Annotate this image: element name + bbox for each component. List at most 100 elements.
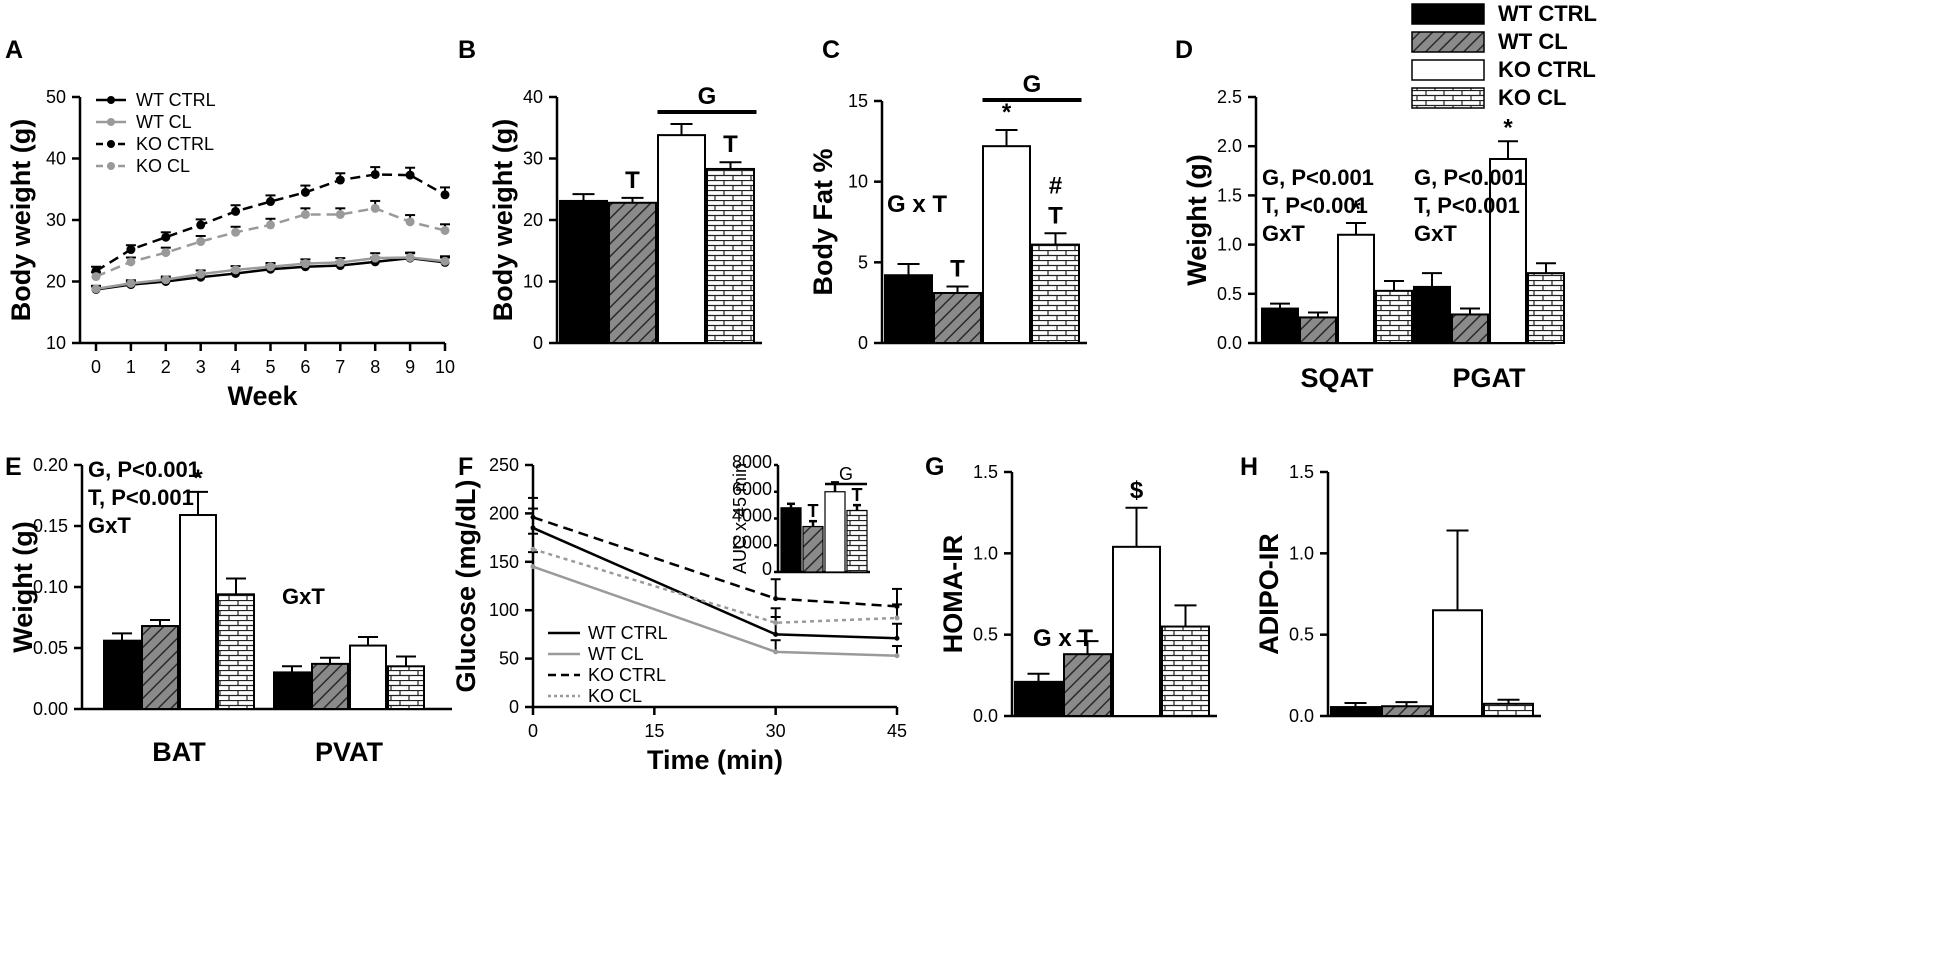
panel-f-data-point	[530, 564, 536, 570]
panel-c-bar	[933, 291, 982, 344]
panel-f-legend-label: KO CL	[588, 686, 642, 706]
panel-e-group-label: PVAT	[315, 737, 384, 767]
panel-b-bar	[657, 134, 706, 344]
panel-b-y-tick-label: 20	[523, 210, 543, 230]
panel-e-y-axis: 0.00 0.05 0.10 0.15 0.20	[33, 455, 84, 719]
panel-f-inset-bar-label: T	[808, 501, 819, 521]
panel-e-bar	[349, 644, 387, 710]
panel-d-annotation: G, P<0.001	[1262, 165, 1374, 190]
panel-a-legend-marker	[107, 162, 115, 170]
panel-label-a: A	[5, 36, 23, 64]
panel-e-y-tick-label: 0.15	[33, 516, 68, 536]
panel-a-legend-marker	[107, 140, 115, 148]
panel-a-y-tick-label: 40	[46, 149, 66, 169]
panel-a-data-point	[440, 190, 450, 200]
legend-swatch	[1411, 59, 1485, 81]
panel-b-bracket-label: G	[698, 83, 717, 110]
panel-a-data-point	[405, 253, 415, 263]
panel-a-data-point	[370, 253, 380, 263]
panel-a-data-point	[370, 203, 380, 213]
panel-g-bar	[1014, 680, 1063, 718]
panel-b-y-axis: 0 10 20 30 40	[523, 87, 559, 353]
panel-d-bar	[1299, 316, 1337, 344]
panel-a-data-point	[196, 220, 206, 230]
panel-label-c: C	[822, 36, 840, 64]
panel-d-y-tick-label: 2.0	[1217, 136, 1242, 156]
panel-f-data-point	[894, 635, 900, 641]
panel-d-bar-label: *	[1503, 114, 1513, 141]
panel-f-inset-y-tick-label: 2000	[732, 532, 772, 552]
panel-a-x-tick-label: 9	[405, 357, 415, 377]
panel-f-y-tick-label: 0	[509, 697, 519, 717]
panel-d-annotation: G, P<0.001	[1414, 165, 1526, 190]
panel-d-y-axis: 0.0 0.5 1.0 1.5 2.0 2.5	[1217, 87, 1258, 353]
panel-a-legend-label: KO CL	[136, 156, 190, 176]
panel-h-bar	[1483, 702, 1534, 717]
panel-h-bar	[1330, 706, 1381, 718]
panel-d-annotation: T, P<0.001	[1414, 193, 1520, 218]
panel-f-x-label: Time (min)	[647, 745, 783, 775]
panel-a-data-point	[196, 237, 206, 247]
panel-d-y-label: Weight (g)	[1182, 154, 1212, 285]
panel-f-x-tick-label: 15	[644, 721, 664, 741]
panel-a-data-point	[335, 175, 345, 185]
panel-c-bar	[1031, 243, 1080, 344]
panel-c-bar	[982, 145, 1031, 344]
panel-d-y-tick-label: 0.5	[1217, 284, 1242, 304]
panel-g-y-tick-label: 1.5	[973, 462, 998, 482]
panel-a-x-tick-label: 7	[335, 357, 345, 377]
panel-f-data-point	[773, 649, 779, 655]
legend-label: WT CTRL	[1498, 1, 1597, 26]
panel-h-bar	[1432, 609, 1483, 717]
panel-d-y-tick-label: 2.5	[1217, 87, 1242, 107]
panel-a-y-tick-label: 20	[46, 272, 66, 292]
panel-b-bars: TT	[559, 123, 755, 344]
panel-e-bar-label: *	[193, 465, 203, 492]
panel-a-series	[91, 166, 450, 276]
panel-h-y-tick-label: 1.0	[1289, 543, 1314, 563]
panel-a-data-point	[126, 245, 136, 255]
panel-g-bar	[1161, 625, 1210, 717]
panel-e-bar	[179, 514, 217, 711]
panel-label-g: G	[925, 453, 944, 481]
panel-b-bar	[559, 199, 608, 344]
panel-f-y-tick-label: 250	[489, 455, 519, 475]
panel-e-bars: *	[103, 465, 425, 711]
panel-a-x-tick-label: 0	[91, 357, 101, 377]
panel-c-bar-label: T	[950, 256, 965, 283]
panel-a-x-tick-label: 8	[370, 357, 380, 377]
panel-e-y-tick-label: 0.10	[33, 577, 68, 597]
panel-a-series	[91, 251, 450, 294]
panel-a-legend-marker	[107, 118, 115, 126]
panel-a-data-point	[370, 169, 380, 179]
panel-a-legend-label: WT CTRL	[136, 90, 216, 110]
panel-d-bar	[1261, 307, 1299, 344]
panel-b-bar-label: T	[625, 167, 640, 194]
panel-e-y-tick-label: 0.20	[33, 455, 68, 475]
panel-label-h: H	[1240, 453, 1258, 481]
panel-f-y-tick-label: 50	[499, 649, 519, 669]
panel-f-legend-label: WT CTRL	[588, 623, 668, 643]
panel-h-y-axis: 0.0 0.5 1.0 1.5	[1289, 462, 1330, 726]
panel-e-bar	[311, 662, 349, 710]
legend-label: WT CL	[1498, 29, 1568, 54]
panel-d-bar	[1451, 313, 1489, 344]
panel-e-y-tick-label: 0.05	[33, 638, 68, 658]
panel-a-data-point	[91, 272, 101, 282]
panel-b-bar	[706, 167, 755, 344]
panel-d-y-tick-label: 1.5	[1217, 185, 1242, 205]
panel-f-data-point	[530, 525, 536, 531]
legend-label: KO CL	[1498, 85, 1566, 110]
panel-f-inset-bar	[846, 509, 868, 573]
panel-f-data-point	[530, 546, 536, 552]
panel-f-series-line	[532, 516, 898, 608]
panel-a-data-point	[161, 248, 171, 258]
panel-e-annotation: GxT	[88, 513, 131, 538]
panel-g-y-axis: 0.0 0.5 1.0 1.5	[973, 462, 1014, 726]
panel-f-data-point	[773, 596, 779, 602]
panel-f-x-tick-label: 30	[766, 721, 786, 741]
panel-e-bar	[273, 671, 311, 711]
panel-a-y-label: Body weight (g)	[6, 119, 36, 321]
panel-a-data-point	[405, 217, 415, 227]
